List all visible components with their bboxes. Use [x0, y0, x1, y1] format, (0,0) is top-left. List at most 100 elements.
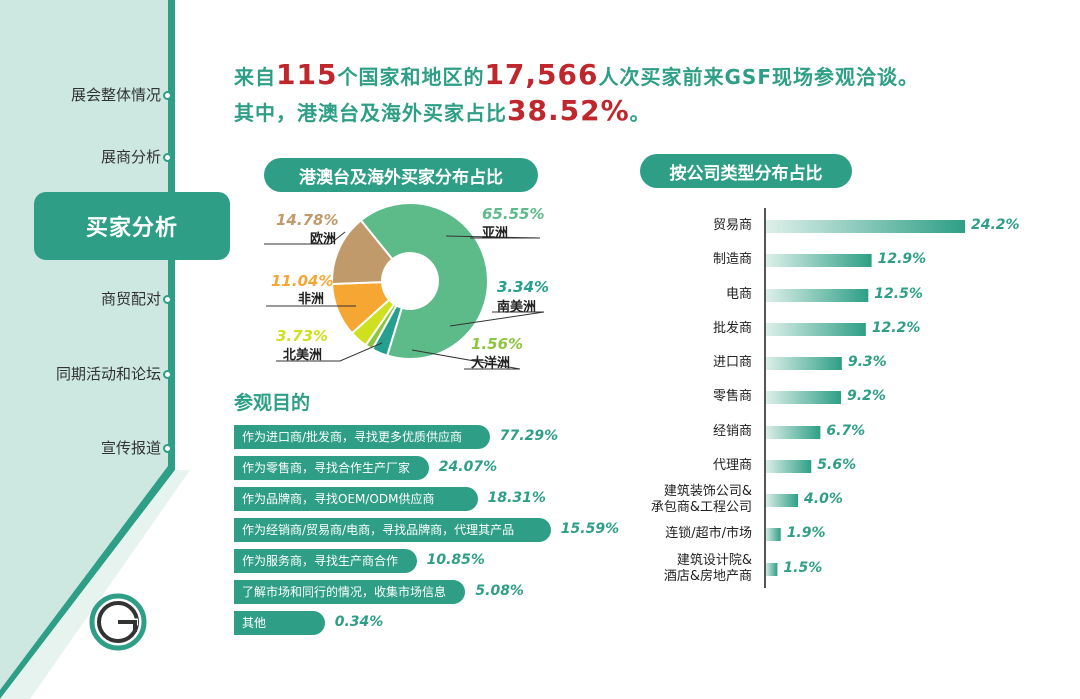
company-value-label: 5.6% [817, 457, 857, 473]
purpose-value-label: 24.07% [438, 459, 498, 475]
purpose-value-label: 0.34% [334, 614, 384, 630]
pie-leader-line [445, 235, 541, 239]
pie-slice-5 [331, 218, 394, 286]
company-value-label: 1.9% [786, 525, 826, 541]
pie-slice-0 [359, 202, 489, 360]
company-category-text: 贸易商 [712, 218, 752, 233]
headline-line-2: 其中，港澳台及海外买家占比38.52%。 [234, 94, 651, 127]
company-value-label: 24.2% [971, 217, 1020, 233]
sidebar-edge [0, 0, 175, 699]
nav-dot-icon [163, 295, 172, 304]
company-category-label: 经销商 [632, 424, 752, 440]
company-category-label: 代理商 [632, 458, 752, 474]
buyer-count: 17,566 [484, 58, 599, 91]
pie-value-label: 3.34% [497, 278, 550, 296]
nav-item[interactable]: 展会整体情况 [70, 86, 161, 104]
purpose-bar: 作为经销商/贸易商/电商，寻找品牌商，代理其产品 [234, 518, 551, 542]
nav-dot-icon [163, 91, 172, 100]
company-value-label: 12.2% [871, 320, 921, 336]
nav-dot-icon [163, 370, 172, 379]
pie-category-label: 非洲 [298, 292, 325, 307]
purpose-value-label: 77.29% [499, 428, 559, 444]
company-category-text: 承包商&工程公司 [650, 500, 752, 515]
nav-item[interactable]: 同期活动和论坛 [55, 365, 161, 383]
pie-category-label: 亚洲 [482, 226, 509, 241]
company-category-label: 零售商 [632, 389, 752, 405]
company-category-label: 贸易商 [632, 218, 752, 234]
nav-dot-icon [163, 444, 172, 453]
pie-value-label: 14.78% [276, 211, 339, 229]
company-bar [765, 220, 965, 233]
pie-leader-line [411, 349, 521, 370]
overseas-share: 38.52% [507, 94, 630, 127]
pie-value-label: 1.56% [471, 335, 524, 353]
nav-item[interactable]: 商贸配对 [100, 290, 161, 308]
company-category-text: 经销商 [712, 424, 752, 439]
pie-chart-title: 港澳台及海外买家分布占比 [264, 158, 538, 192]
headline-text: 其中，港澳台及海外买家占比 [234, 101, 507, 125]
company-bar [765, 323, 866, 336]
purpose-value-label: 5.08% [475, 583, 524, 599]
purpose-bar: 作为进口商/批发商，寻找更多优质供应商 [234, 425, 490, 449]
pie-value-label: 3.73% [276, 327, 329, 345]
company-category-label: 批发商 [632, 321, 752, 337]
company-category-text: 零售商 [712, 389, 752, 404]
company-category-text: 建筑装饰公司& [663, 484, 752, 499]
nav-item[interactable]: 宣传报道 [100, 439, 161, 457]
headline-text: 个国家和地区的 [337, 65, 485, 89]
company-value-label: 12.5% [874, 286, 923, 302]
company-category-text: 连锁/超市/市场 [665, 526, 752, 541]
company-value-label: 1.5% [783, 560, 823, 576]
sidebar-diagonal [0, 470, 190, 699]
company-value-label: 4.0% [804, 491, 843, 507]
company-category-text: 制造商 [712, 252, 752, 267]
company-bar [765, 494, 799, 507]
pie-category-label: 欧洲 [310, 232, 337, 247]
company-chart-axis [764, 208, 766, 588]
company-bar [765, 528, 781, 541]
company-category-text: 进口商 [712, 355, 752, 370]
pie-leader-line [449, 311, 545, 327]
company-category-label: 建筑装饰公司& 承包商&工程公司 [632, 484, 752, 516]
purpose-bar: 作为品牌商，寻找OEM/ODM供应商 [234, 487, 478, 511]
company-bar [765, 254, 872, 267]
company-category-text: 代理商 [712, 458, 752, 473]
company-bar [765, 460, 812, 473]
pie-category-label: 北美洲 [283, 348, 323, 363]
purpose-value-label: 18.31% [487, 490, 546, 506]
pie-value-label: 65.55% [482, 205, 545, 223]
nav-item[interactable]: 展商分析 [100, 148, 161, 166]
company-category-text: 电商 [725, 287, 752, 302]
headline-line-1: 来自115个国家和地区的17,566人次买家前来GSF现场参观洽谈。 [234, 58, 919, 91]
company-category-text: 酒店&房地产商 [663, 569, 752, 584]
company-category-label: 建筑设计院& 酒店&房地产商 [632, 553, 752, 585]
company-category-label: 制造商 [632, 252, 752, 268]
nav-dot-icon [163, 153, 172, 162]
gsf-g-logo-icon [89, 593, 147, 651]
company-category-text: 建筑设计院& [676, 553, 752, 568]
headline-text: 来自 [234, 65, 276, 89]
headline-text: 。 [629, 101, 651, 125]
company-value-label: 9.3% [847, 354, 887, 370]
company-chart-title: 按公司类型分布占比 [640, 154, 852, 188]
purpose-chart-title: 参观目的 [234, 392, 311, 414]
pie-category-label: 南美洲 [497, 300, 537, 315]
company-value-label: 9.2% [847, 388, 886, 404]
purpose-value-label: 10.85% [426, 552, 485, 568]
company-category-label: 电商 [632, 287, 752, 303]
company-bar [765, 563, 778, 576]
pie-value-label: 11.04% [271, 272, 334, 290]
company-bar [765, 357, 842, 370]
company-value-label: 6.7% [826, 423, 866, 439]
company-value-label: 12.9% [877, 251, 927, 267]
nav-item-active-buyer-analysis[interactable]: 买家分析 [34, 192, 230, 260]
pie-category-label: 大洋洲 [471, 356, 511, 371]
company-bar [765, 289, 869, 302]
country-count: 115 [276, 58, 338, 91]
purpose-bar: 了解市场和同行的情况，收集市场信息 [234, 580, 466, 604]
company-category-label: 进口商 [632, 355, 752, 371]
headline-text: 人次买家前来GSF现场参观洽谈。 [598, 65, 919, 89]
